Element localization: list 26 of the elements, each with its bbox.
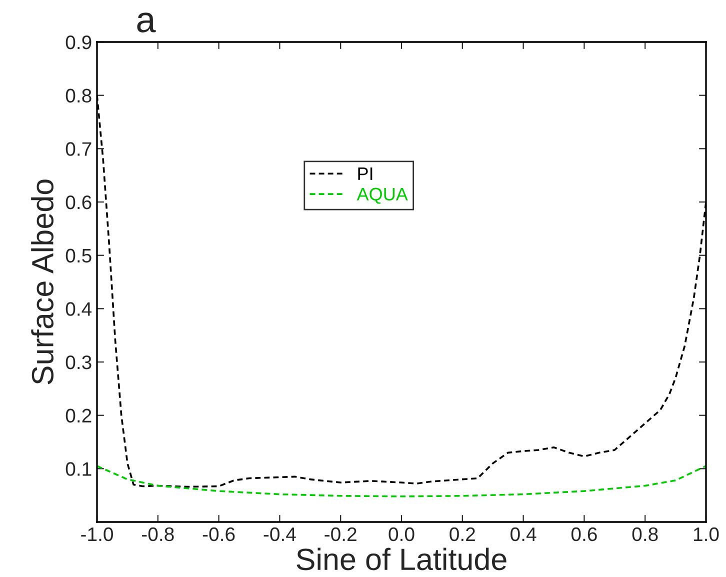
y-tick-label: 0.1: [66, 462, 92, 476]
x-tick-label: 0.6: [571, 527, 597, 542]
y-tick-label: 0.2: [66, 408, 92, 423]
x-tick-label: -0.4: [264, 527, 296, 542]
y-tick-label: 0.9: [66, 35, 92, 50]
line-series: [97, 465, 706, 498]
x-tick-label: 0.4: [510, 527, 536, 542]
x-tick-label: 0.0: [388, 527, 414, 542]
x-tick-label: -0.2: [324, 527, 356, 542]
legend-label: PI: [358, 168, 372, 180]
legend-label: AQUA: [356, 188, 408, 204]
y-tick-label: 0.5: [66, 248, 92, 263]
x-tick-label: -1.0: [81, 527, 113, 542]
y-tick-label: 0.4: [66, 302, 92, 316]
y-tick-label: 0.7: [66, 142, 92, 156]
x-tick-label: -0.6: [202, 527, 235, 542]
y-tick-label: 0.6: [66, 195, 92, 210]
x-axis-title: Sine of Latitude: [296, 548, 506, 570]
y-tick-label: 0.8: [66, 88, 92, 103]
y-axis-title: Surface Albedo: [31, 180, 54, 384]
x-tick-label: 1.0: [694, 527, 719, 542]
y-tick-label: 0.3: [66, 355, 92, 370]
x-tick-label: 0.2: [450, 527, 475, 542]
x-tick-label: 0.8: [632, 527, 658, 542]
x-tick-label: -0.8: [142, 527, 174, 542]
chart-title: a: [137, 12, 156, 32]
